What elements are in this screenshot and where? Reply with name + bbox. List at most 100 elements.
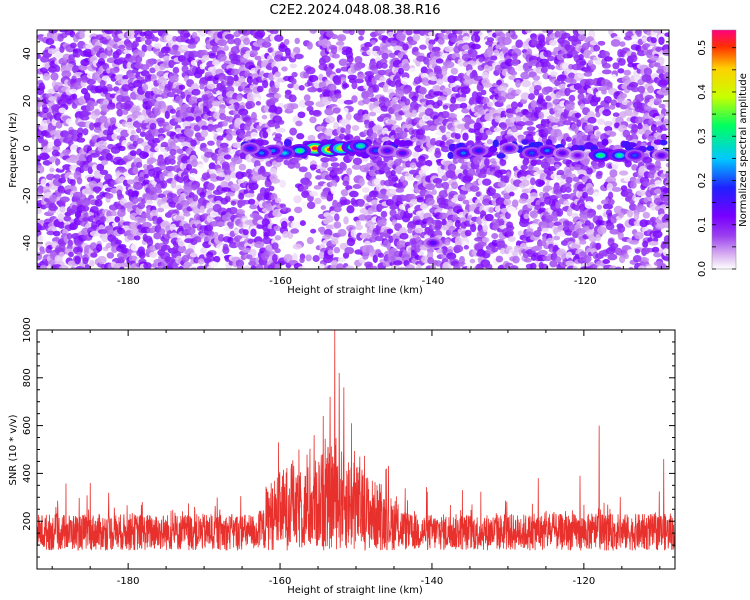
heatmap-noise-cell bbox=[306, 201, 316, 210]
heatmap-noise-cell bbox=[54, 65, 61, 73]
heatmap-noise-cell bbox=[346, 205, 355, 214]
heatmap-noise-cell bbox=[516, 121, 526, 127]
heatmap-noise-cell bbox=[238, 108, 249, 116]
heatmap-noise-cell bbox=[104, 30, 115, 35]
heatmap-noise-cell bbox=[611, 164, 618, 170]
heatmap-noise-cell bbox=[442, 104, 449, 110]
heatmap-noise-cell bbox=[146, 159, 154, 165]
heatmap-noise-cell bbox=[155, 183, 163, 191]
heatmap-noise-cell bbox=[470, 43, 481, 50]
heatmap-noise-cell bbox=[371, 77, 377, 85]
heatmap-noise-cell bbox=[274, 248, 281, 254]
heatmap-noise-cell bbox=[157, 160, 167, 167]
heatmap-noise-cell bbox=[59, 188, 66, 194]
heatmap-noise-cell bbox=[330, 185, 337, 195]
heatmap-noise-cell bbox=[381, 52, 389, 60]
heatmap-noise-cell bbox=[37, 186, 45, 194]
heatmap-noise-cell bbox=[578, 53, 584, 61]
heatmap-noise-cell bbox=[106, 83, 113, 90]
heatmap-noise-cell bbox=[266, 228, 277, 237]
heatmap-noise-cell bbox=[312, 109, 322, 117]
heatmap-noise-cell bbox=[464, 229, 472, 237]
heatmap-noise-cell bbox=[251, 175, 262, 182]
heatmap-noise-cell bbox=[241, 171, 247, 178]
heatmap-noise-cell bbox=[565, 176, 573, 184]
heatmap-noise-cell bbox=[74, 52, 81, 58]
heatmap-noise-cell bbox=[243, 189, 249, 195]
heatmap-noise-cell bbox=[211, 100, 222, 107]
heatmap-noise-cell bbox=[50, 72, 59, 81]
heatmap-noise-cell bbox=[292, 243, 302, 250]
heatmap-noise-cell bbox=[441, 68, 448, 77]
heatmap-noise-cell bbox=[626, 209, 634, 218]
heatmap-noise-cell bbox=[249, 204, 258, 210]
heatmap-noise-cell bbox=[91, 101, 98, 107]
heatmap-noise-cell bbox=[37, 206, 43, 215]
heatmap-noise-cell bbox=[334, 213, 340, 222]
heatmap-noise-cell bbox=[510, 33, 518, 40]
heatmap-noise-cell bbox=[270, 178, 281, 184]
heatmap-noise-cell bbox=[173, 50, 181, 57]
heatmap-noise-cell bbox=[577, 30, 586, 35]
heatmap-noise-cell bbox=[400, 76, 410, 85]
heatmap-noise-cell bbox=[493, 49, 500, 57]
heatmap-noise-cell bbox=[225, 265, 233, 269]
heatmap-noise-cell bbox=[490, 188, 497, 194]
heatmap-noise-cell bbox=[602, 62, 611, 69]
heatmap-noise-cell bbox=[371, 132, 378, 140]
heatmap-noise-cell bbox=[290, 78, 297, 85]
heatmap-noise-cell bbox=[365, 56, 372, 63]
heatmap-noise-cell bbox=[298, 166, 308, 173]
heatmap-noise-cell bbox=[39, 249, 46, 255]
heatmap-noise-cell bbox=[298, 266, 305, 269]
heatmap-noise-cell bbox=[475, 191, 481, 197]
heatmap-noise-cell bbox=[369, 111, 377, 117]
heatmap-noise-cell bbox=[243, 265, 251, 269]
heatmap-noise-cell bbox=[627, 249, 635, 255]
heatmap-noise-cell bbox=[63, 215, 72, 222]
heatmap-noise-cell bbox=[444, 238, 451, 246]
heatmap-noise-cell bbox=[268, 185, 275, 192]
heatmap-noise-cell bbox=[116, 108, 124, 117]
heatmap-noise-cell bbox=[328, 156, 338, 162]
heatmap-noise-cell bbox=[40, 178, 47, 187]
heatmap-noise-cell bbox=[144, 133, 155, 141]
heatmap-noise-cell bbox=[58, 223, 65, 229]
heatmap-noise-cell bbox=[149, 186, 158, 196]
heatmap-noise-cell bbox=[218, 76, 225, 82]
heatmap-noise-cell bbox=[185, 116, 195, 122]
heatmap-noise-cell bbox=[306, 41, 313, 50]
heatmap-noise-cell bbox=[595, 242, 602, 250]
heatmap-noise-cell bbox=[405, 264, 415, 269]
heatmap-noise-cell bbox=[457, 193, 466, 201]
heatmap-noise-cell bbox=[160, 46, 171, 54]
heatmap-noise-cell bbox=[208, 53, 217, 59]
heatmap-noise-cell bbox=[191, 159, 199, 168]
heatmap-noise-cell bbox=[127, 234, 137, 241]
heatmap-noise-cell bbox=[407, 227, 413, 234]
heatmap-noise-cell bbox=[244, 192, 255, 198]
heatmap-noise-cell bbox=[333, 221, 342, 229]
heatmap-noise-cell bbox=[342, 180, 350, 187]
heatmap-noise-cell bbox=[59, 130, 70, 138]
heatmap-noise-cell bbox=[337, 228, 347, 237]
heatmap-noise-cell bbox=[317, 263, 325, 269]
heatmap-noise-cell bbox=[37, 53, 41, 60]
heatmap-noise-cell bbox=[592, 192, 601, 197]
heatmap-noise-cell bbox=[207, 140, 215, 146]
heatmap-noise-cell bbox=[159, 173, 165, 181]
heatmap-noise-cell bbox=[331, 53, 340, 59]
heatmap-noise-cell bbox=[408, 68, 417, 73]
heatmap-noise-cell bbox=[76, 132, 83, 138]
heatmap-noise-cell bbox=[511, 59, 519, 66]
heatmap-noise-cell bbox=[377, 30, 386, 34]
heatmap-noise-cell bbox=[208, 162, 216, 171]
heatmap-noise-cell bbox=[652, 230, 663, 239]
heatmap-noise-cell bbox=[101, 148, 111, 154]
heatmap-noise-cell bbox=[618, 170, 629, 176]
heatmap-noise-cell bbox=[503, 175, 510, 184]
heatmap-noise-cell bbox=[388, 52, 396, 58]
heatmap-noise-cell bbox=[105, 215, 115, 224]
heatmap-noise-cell bbox=[246, 75, 253, 84]
heatmap-noise-cell bbox=[629, 239, 639, 245]
